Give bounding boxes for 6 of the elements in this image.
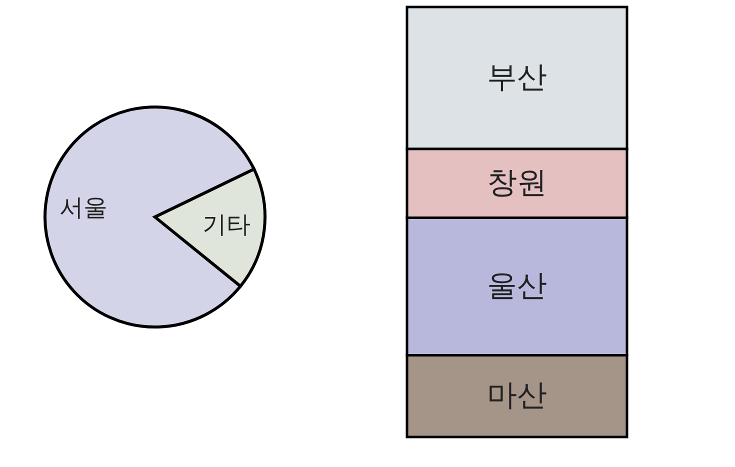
slice-label: 서울 [59, 194, 108, 222]
series-label: 마산 [487, 378, 547, 414]
series-label: 창원 [487, 165, 547, 200]
series-label: 부산 [487, 60, 547, 95]
series-label: 울산 [487, 268, 547, 304]
slice-label: 기타 [202, 210, 251, 238]
